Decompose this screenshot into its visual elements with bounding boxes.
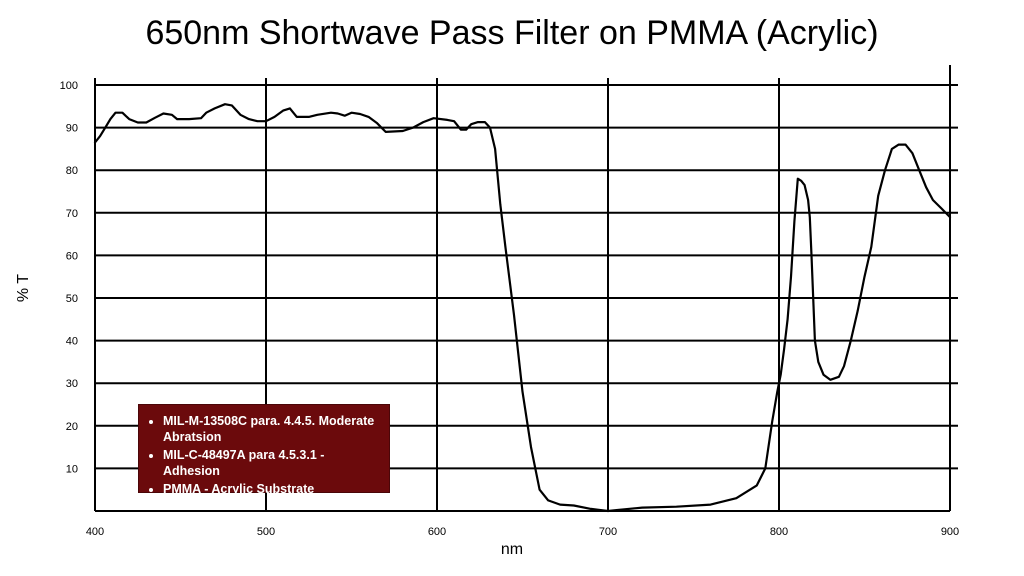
- x-tick-label: 900: [941, 526, 959, 538]
- chart-title: 650nm Shortwave Pass Filter on PMMA (Acr…: [145, 14, 879, 52]
- y-tick-label: 80: [66, 165, 78, 177]
- x-tick-label: 700: [599, 526, 617, 538]
- y-tick-label: 40: [66, 336, 78, 348]
- x-tick-label: 400: [86, 526, 104, 538]
- y-tick-label: 10: [66, 463, 78, 475]
- tick-layer: 10 20 30 40 50 60 70 80 90 100 400 500 600 700 800 900: [60, 80, 960, 538]
- y-tick-label: 90: [66, 123, 78, 135]
- series-line: [93, 103, 952, 513]
- y-tick-label: 30: [66, 378, 78, 390]
- legend-item: PMMA - Acrylic Substrate: [163, 481, 381, 497]
- x-tick-label: 500: [257, 526, 275, 538]
- legend: MIL-M-13508C para. 4.4.5. Moderate Abrat…: [138, 404, 390, 496]
- legend-item: MIL-M-13508C para. 4.4.5. Moderate Abrat…: [163, 413, 381, 445]
- y-tick-label: 100: [60, 80, 78, 92]
- x-axis-label: nm: [501, 541, 523, 558]
- y-tick-label: 20: [66, 421, 78, 433]
- y-tick-label: 60: [66, 250, 78, 262]
- y-tick-label: 70: [66, 208, 78, 220]
- x-tick-label: 800: [770, 526, 788, 538]
- y-tick-label: 50: [66, 293, 78, 305]
- y-axis-label: % T: [15, 274, 32, 302]
- line-layer: [93, 103, 952, 513]
- x-tick-label: 600: [428, 526, 446, 538]
- legend-item: MIL-C-48497A para 4.5.3.1 - Adhesion: [163, 447, 381, 479]
